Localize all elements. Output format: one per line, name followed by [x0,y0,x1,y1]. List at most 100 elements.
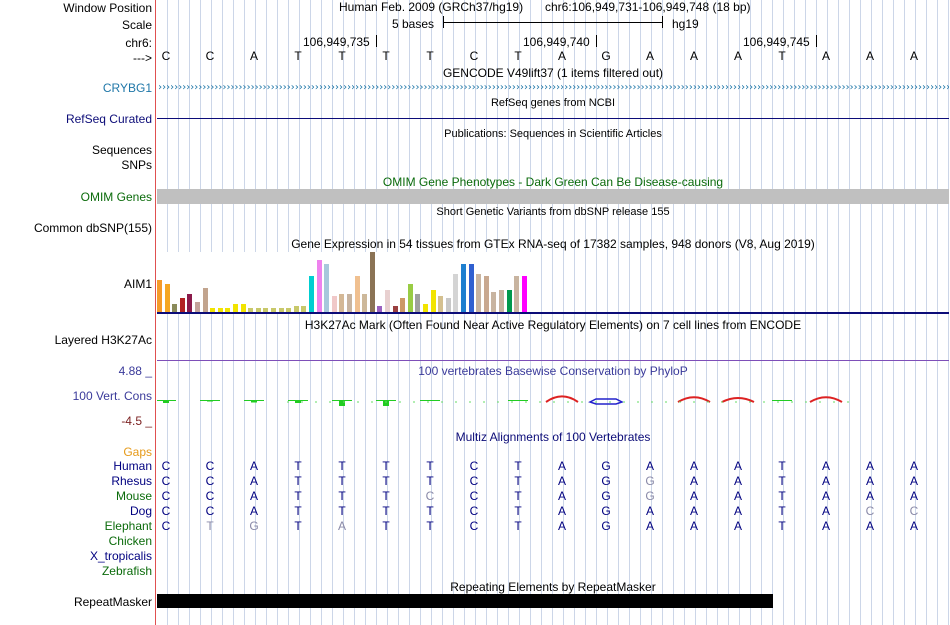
gtex-tissue-bar[interactable] [392,306,398,312]
phylop-conserved-bar[interactable] [515,400,521,401]
species-label-zebrafish[interactable]: Zebrafish [101,564,152,578]
phylop-conserved-bar[interactable] [207,400,213,402]
repeatmasker-track-label[interactable]: RepeatMasker [73,595,152,609]
position-text[interactable]: chr6:106,949,731-106,949,748 (18 bp) [545,0,751,14]
repeatmasker-element[interactable] [157,594,773,608]
omim-track-label[interactable]: OMIM Genes [80,190,152,204]
gtex-tissue-bar[interactable] [521,276,527,312]
species-label-rhesus[interactable]: Rhesus [111,474,152,488]
gtex-tissue-bar[interactable] [233,304,238,312]
gtex-tissue-bar[interactable] [354,276,360,312]
gtex-tissue-bar[interactable] [362,294,368,312]
gtex-tissue-bar[interactable] [430,290,436,312]
phylop-accelerated-mark[interactable] [809,396,843,403]
gtex-tissue-bar[interactable] [438,296,444,312]
chrom-label: chr6: [125,36,152,50]
phylop-conserved-bar[interactable] [163,400,169,403]
gencode-gene-line[interactable]: ››››››››››››››››››››››››››››››››››››››››… [157,81,949,94]
gtex-tissue-bar[interactable] [445,298,451,312]
alignment-base: A [733,489,742,503]
gtex-tissue-bar[interactable] [468,264,474,312]
gtex-tissue-bar[interactable] [461,264,466,312]
alignment-base: A [865,474,874,488]
coord-1-tick [376,35,377,47]
gtex-tissue-bar[interactable] [202,288,208,312]
species-label-dog[interactable]: Dog [129,504,152,518]
gtex-tissue-bar[interactable] [172,304,178,312]
species-label-human[interactable]: Human [113,459,152,473]
gtex-tissue-bar[interactable] [339,294,345,312]
gtex-tissue-bar[interactable] [293,306,299,312]
phylop-accelerated-mark[interactable] [588,398,624,405]
species-label-x_tropicalis[interactable]: X_tropicalis [89,549,152,563]
gtex-gene-label[interactable]: AIM1 [123,277,152,291]
gtex-tissue-bar[interactable] [157,280,162,312]
cons-track-label[interactable]: 100 Vert. Cons [72,389,152,403]
gtex-tissue-bar[interactable] [377,306,383,312]
gtex-tissue-bar[interactable] [385,290,390,312]
gtex-tissue-bar[interactable] [240,304,246,312]
phylop-conserved-bar[interactable] [339,400,345,406]
gtex-tissue-bar[interactable] [506,290,512,312]
gencode-gene-label[interactable]: CRYBG1 [102,81,152,95]
gtex-tissue-bar[interactable] [248,308,254,312]
gtex-tissue-bar[interactable] [217,308,223,312]
gtex-tissue-bar[interactable] [225,308,231,312]
gtex-tissue-bar[interactable] [195,302,200,312]
phylop-accelerated-mark[interactable] [677,396,711,403]
species-label-elephant[interactable]: Elephant [104,519,152,533]
alignment-base: A [821,489,830,503]
gtex-tissue-bar[interactable] [286,308,292,312]
gtex-tissue-bar[interactable] [415,294,421,312]
gtex-tissue-bar[interactable] [324,264,330,312]
gtex-tissue-bar[interactable] [483,276,489,312]
gtex-tissue-bar[interactable] [407,284,413,312]
scale-bar-left-tick [443,16,444,28]
phylop-conserved-bar[interactable] [427,400,433,401]
gtex-tissue-bar[interactable] [400,298,406,312]
gtex-tissue-bar[interactable] [179,298,185,312]
gtex-tissue-bar[interactable] [423,304,428,312]
phylop-conserved-bar[interactable] [251,400,257,403]
omim-gene-block[interactable] [157,189,949,204]
alignment-base: T [338,489,346,503]
alignment-base: A [557,504,566,518]
dbsnp-track-label[interactable]: Common dbSNP(155) [33,221,152,235]
gtex-tissue-bar[interactable] [301,306,307,312]
phylop-conserved-bar[interactable] [383,400,389,406]
gtex-tissue-bar[interactable] [499,290,504,312]
gtex-tissue-bar[interactable] [331,296,337,312]
alignment-base: T [206,519,214,533]
h3k27ac-track-label[interactable]: Layered H3K27Ac [54,333,152,347]
gtex-tissue-bar[interactable] [514,276,520,312]
alignment-base: T [426,474,434,488]
species-label-chicken[interactable]: Chicken [108,534,152,548]
gtex-tissue-bar[interactable] [271,308,276,312]
alignment-base: C [205,474,215,488]
phylop-accelerated-mark[interactable] [545,395,579,403]
phylop-conserved-bar[interactable] [295,400,301,403]
snps-label[interactable]: SNPs [121,158,152,172]
phylop-accelerated-mark[interactable] [721,397,755,403]
gtex-tissue-bar[interactable] [453,274,459,312]
species-label-mouse[interactable]: Mouse [115,489,152,503]
alignment-base: G [601,519,611,533]
publications-track-label[interactable]: Sequences [91,143,152,157]
gtex-tissue-bar[interactable] [210,308,216,312]
phylop-plot[interactable] [157,372,949,432]
alignment-base: T [778,459,786,473]
refseq-track-label[interactable]: RefSeq Curated [65,112,152,126]
gtex-tissue-bar[interactable] [347,294,352,312]
gtex-tissue-bar[interactable] [369,252,375,312]
gtex-tissue-bar[interactable] [309,276,314,312]
refseq-gene-line[interactable] [157,118,949,119]
gtex-tissue-bar[interactable] [476,274,482,312]
gtex-tissue-bar[interactable] [491,292,497,312]
gtex-tissue-bar[interactable] [316,260,322,312]
gtex-tissue-bar[interactable] [263,308,269,312]
phylop-conserved-bar[interactable] [779,400,785,401]
gtex-tissue-bar[interactable] [255,308,261,312]
gtex-tissue-bar[interactable] [278,308,284,312]
gtex-tissue-bar[interactable] [164,284,170,312]
gtex-tissue-bar[interactable] [187,294,193,312]
